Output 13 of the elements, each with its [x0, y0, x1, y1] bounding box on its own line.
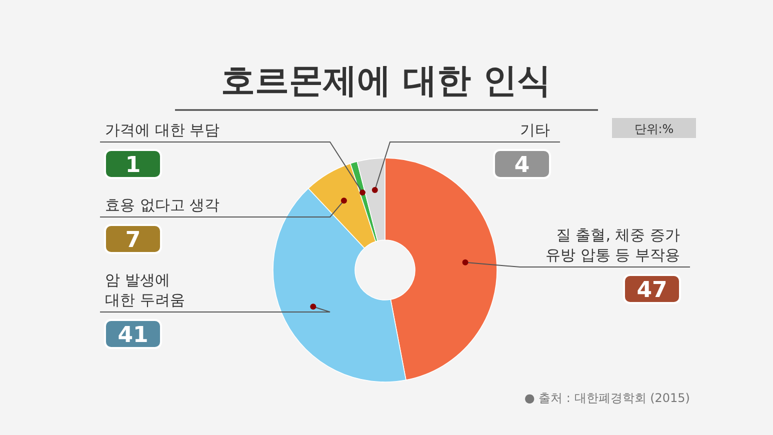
slice-label: 질 출혈, 체중 증가 유방 압통 등 부작용 — [546, 226, 680, 264]
slice-label: 기타 — [520, 121, 550, 139]
slice-label: 가격에 대한 부담 — [105, 121, 220, 139]
text: ● 출처 : 대한폐경학회 (2015) — [524, 391, 690, 405]
slice-label: 효용 없다고 생각 — [105, 196, 220, 214]
data-label: 7 — [125, 228, 141, 253]
data-label: 47 — [636, 278, 668, 303]
text: 단위:% — [634, 122, 674, 136]
chart-title: 호르몬제에 대한 인식 — [221, 61, 551, 101]
slice-label: 암 발생에 대한 두려움 — [105, 271, 185, 309]
data-label: 41 — [118, 323, 148, 348]
data-label: 4 — [514, 153, 530, 178]
data-label: 1 — [125, 153, 141, 178]
